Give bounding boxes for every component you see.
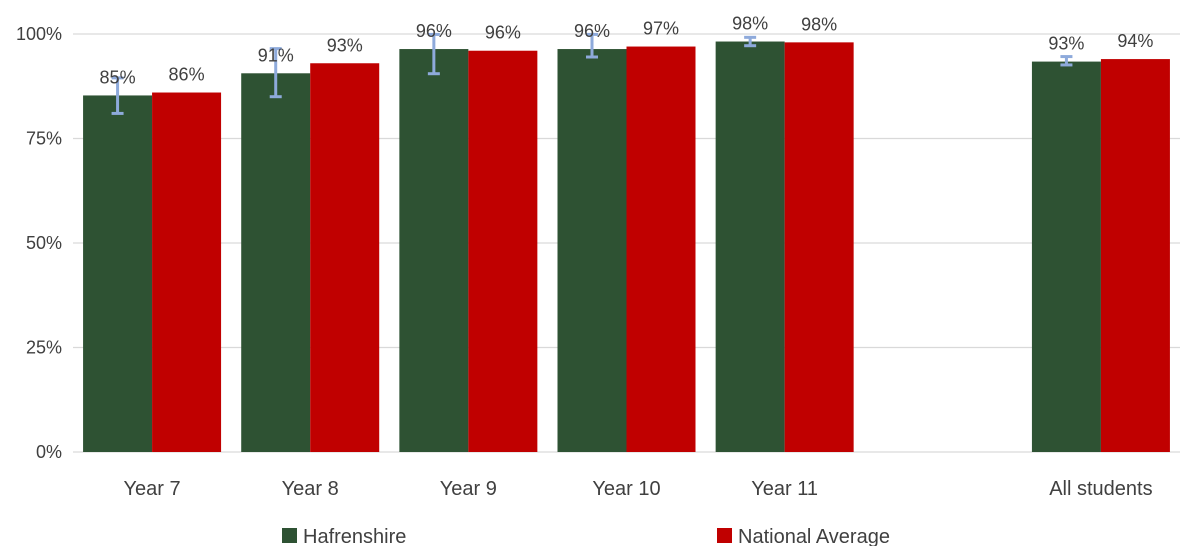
data-label: 98% [732, 14, 768, 34]
bar-national-average [310, 63, 380, 452]
y-tick-label: 75% [26, 129, 62, 149]
data-label: 94% [1117, 31, 1153, 51]
error-bars [111, 32, 1073, 115]
data-label: 96% [574, 21, 610, 41]
bar-national-average [626, 46, 696, 452]
x-category-label: Year 8 [282, 478, 339, 500]
bar-hafrenshire [241, 73, 311, 453]
data-label: 93% [1048, 34, 1084, 54]
bar-hafrenshire [557, 49, 627, 452]
y-tick-label: 100% [16, 24, 62, 44]
data-label: 85% [100, 67, 136, 87]
data-label: 96% [416, 21, 452, 41]
bar-national-average [468, 50, 538, 452]
data-label: 96% [485, 23, 521, 43]
x-category-label: Year 7 [124, 478, 181, 500]
legend: Hafrenshire National Average [282, 526, 890, 546]
bar-hafrenshire [1031, 61, 1101, 452]
bar-national-average [784, 42, 854, 453]
bars [83, 41, 1170, 453]
bar-national-average [152, 92, 222, 453]
bar-national-average [1100, 59, 1170, 452]
x-category-label: Year 10 [592, 478, 660, 500]
legend-label: Hafrenshire [303, 526, 406, 546]
data-label: 86% [169, 65, 205, 85]
data-labels: 85% 86% 91% 93% 96% 96% 96% 97% 98% 98% 93% 94% [100, 14, 1154, 88]
y-tick-label: 0% [36, 442, 62, 462]
bar-hafrenshire [83, 95, 153, 453]
legend-swatch [282, 528, 297, 543]
legend-swatch [717, 528, 732, 543]
x-category-label: All students [1049, 478, 1152, 500]
y-tick-label: 50% [26, 233, 62, 253]
x-category-label: Year 11 [751, 478, 818, 500]
data-label: 97% [643, 19, 679, 39]
x-axis-categories: Year 7 Year 8 Year 9 Year 10 Year 11 All stud… [124, 478, 1153, 500]
y-axis-ticks: 0% 25% 50% 75% 100% [16, 24, 62, 462]
x-category-label: Year 9 [440, 478, 497, 500]
data-label: 93% [327, 35, 363, 55]
bar-hafrenshire [399, 49, 469, 452]
data-label: 98% [801, 14, 837, 34]
y-tick-label: 25% [26, 338, 62, 358]
bar-hafrenshire [715, 41, 785, 453]
legend-label: National Average [738, 526, 890, 546]
data-label: 91% [258, 45, 294, 65]
